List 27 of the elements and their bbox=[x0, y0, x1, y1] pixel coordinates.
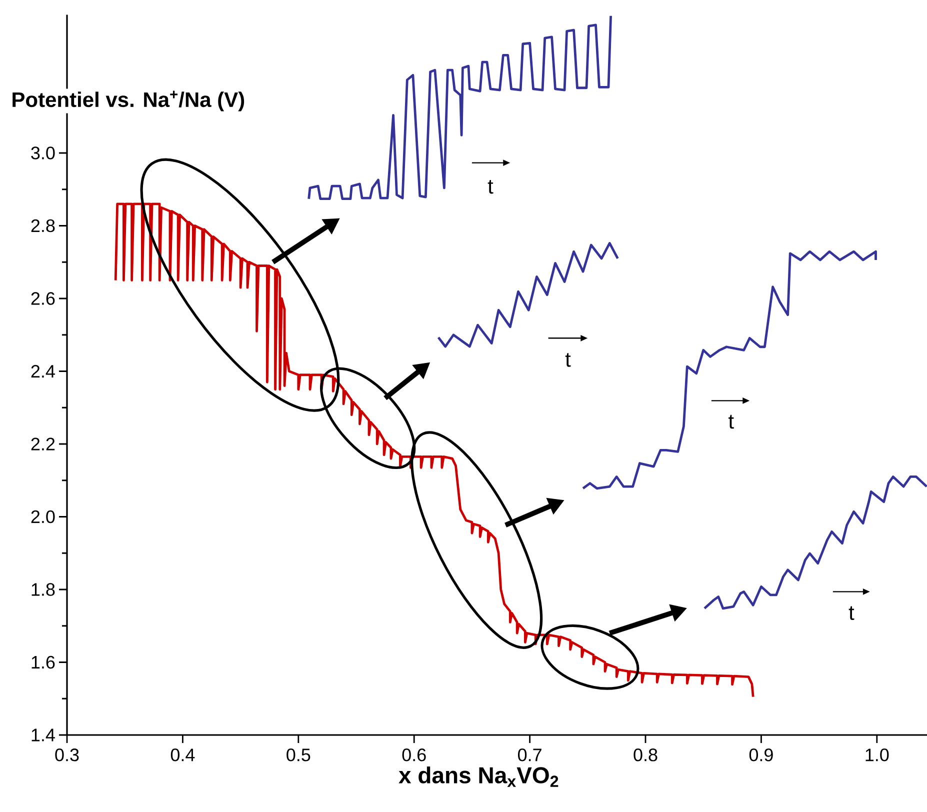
y-tick-label: 2.4 bbox=[31, 364, 55, 378]
x-tick-label: 0.3 bbox=[55, 748, 79, 762]
x-tick-label: 0.4 bbox=[170, 748, 195, 762]
y-tick-label: 2.6 bbox=[31, 292, 55, 305]
y-tick-label: 3.0 bbox=[31, 146, 55, 160]
line-series bbox=[308, 14, 612, 200]
x-tick-label: 1.0 bbox=[866, 748, 889, 762]
x-axis-title: x dans Na$_{x}$VO$_{2}$ bbox=[398, 766, 558, 787]
y-tick-label: 1.6 bbox=[32, 656, 55, 669]
y-tick-label: 2.2 bbox=[31, 438, 55, 450]
y-axis-title: Potentiel vs. Na$^{+}$/Na (V) bbox=[12, 90, 244, 112]
annotation: t bbox=[565, 353, 571, 367]
y-tick-label: 2.8 bbox=[31, 219, 55, 232]
x-tick-label: 0.7 bbox=[518, 748, 542, 762]
x-tick-label: 0.6 bbox=[402, 748, 426, 762]
annotation: t bbox=[728, 414, 734, 429]
line-series bbox=[437, 242, 619, 348]
y-tick-label: 1.8 bbox=[32, 583, 55, 596]
line-series bbox=[582, 250, 877, 490]
x-tick-label: 0.9 bbox=[749, 748, 773, 762]
x-tick-label: 0.8 bbox=[634, 748, 658, 762]
y-tick-label: 1.4 bbox=[32, 728, 55, 742]
line-series bbox=[114, 202, 754, 698]
annotation: t bbox=[488, 180, 494, 194]
y-tick-label: 2.0 bbox=[31, 510, 55, 524]
annotation: t bbox=[848, 606, 854, 620]
x-tick-label: 0.5 bbox=[286, 748, 310, 762]
